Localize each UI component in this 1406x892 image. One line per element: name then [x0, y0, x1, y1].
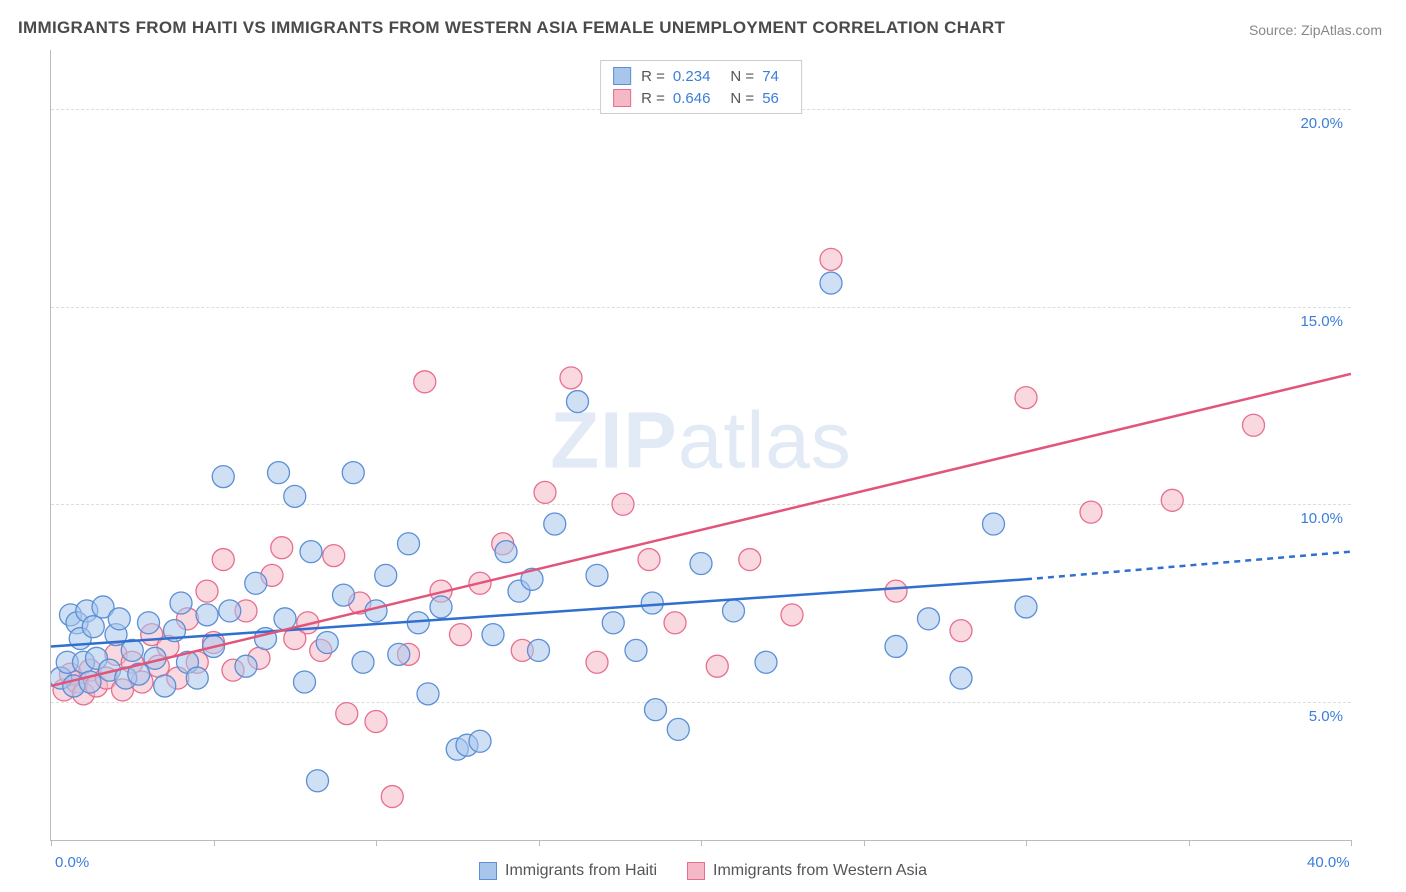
x-tick-mark — [214, 840, 215, 846]
r-label: R = — [641, 90, 665, 107]
legend-label-haiti: Immigrants from Haiti — [505, 862, 657, 880]
legend-item-wasia: Immigrants from Western Asia — [687, 862, 927, 880]
legend-stats-row-haiti: R = 0.234 N = 74 — [613, 65, 789, 87]
trend-lines-layer — [51, 50, 1351, 840]
legend-stats-box: R = 0.234 N = 74 R = 0.646 N = 56 — [600, 60, 802, 114]
x-tick-mark — [376, 840, 377, 846]
trend-line — [1026, 552, 1351, 580]
x-tick-mark — [701, 840, 702, 846]
n-label: N = — [730, 90, 754, 107]
legend-label-wasia: Immigrants from Western Asia — [713, 862, 927, 880]
trend-line — [51, 579, 1026, 646]
x-tick-mark — [51, 840, 52, 846]
plot-frame: R = 0.234 N = 74 R = 0.646 N = 56 ZIPatl… — [50, 50, 1351, 841]
swatch-haiti-icon — [479, 862, 497, 880]
chart-container: IMMIGRANTS FROM HAITI VS IMMIGRANTS FROM… — [0, 0, 1406, 892]
r-label: R = — [641, 68, 665, 85]
trend-line — [51, 374, 1351, 686]
legend-bottom: Immigrants from Haiti Immigrants from We… — [479, 862, 927, 880]
n-value-haiti: 74 — [762, 68, 779, 85]
x-tick-label: 0.0% — [55, 854, 89, 871]
source-attribution: Source: ZipAtlas.com — [1249, 22, 1382, 38]
n-value-wasia: 56 — [762, 90, 779, 107]
x-tick-mark — [1026, 840, 1027, 846]
swatch-wasia-icon — [613, 89, 631, 107]
x-tick-mark — [864, 840, 865, 846]
x-tick-mark — [1351, 840, 1352, 846]
n-label: N = — [730, 68, 754, 85]
x-tick-mark — [1189, 840, 1190, 846]
plot-area: R = 0.234 N = 74 R = 0.646 N = 56 ZIPatl… — [50, 50, 1350, 840]
x-tick-label: 40.0% — [1307, 854, 1350, 871]
swatch-wasia-icon — [687, 862, 705, 880]
r-value-haiti: 0.234 — [673, 68, 711, 85]
x-tick-mark — [539, 840, 540, 846]
r-value-wasia: 0.646 — [673, 90, 711, 107]
swatch-haiti-icon — [613, 67, 631, 85]
chart-title: IMMIGRANTS FROM HAITI VS IMMIGRANTS FROM… — [18, 18, 1005, 38]
legend-stats-row-wasia: R = 0.646 N = 56 — [613, 87, 789, 109]
legend-item-haiti: Immigrants from Haiti — [479, 862, 657, 880]
